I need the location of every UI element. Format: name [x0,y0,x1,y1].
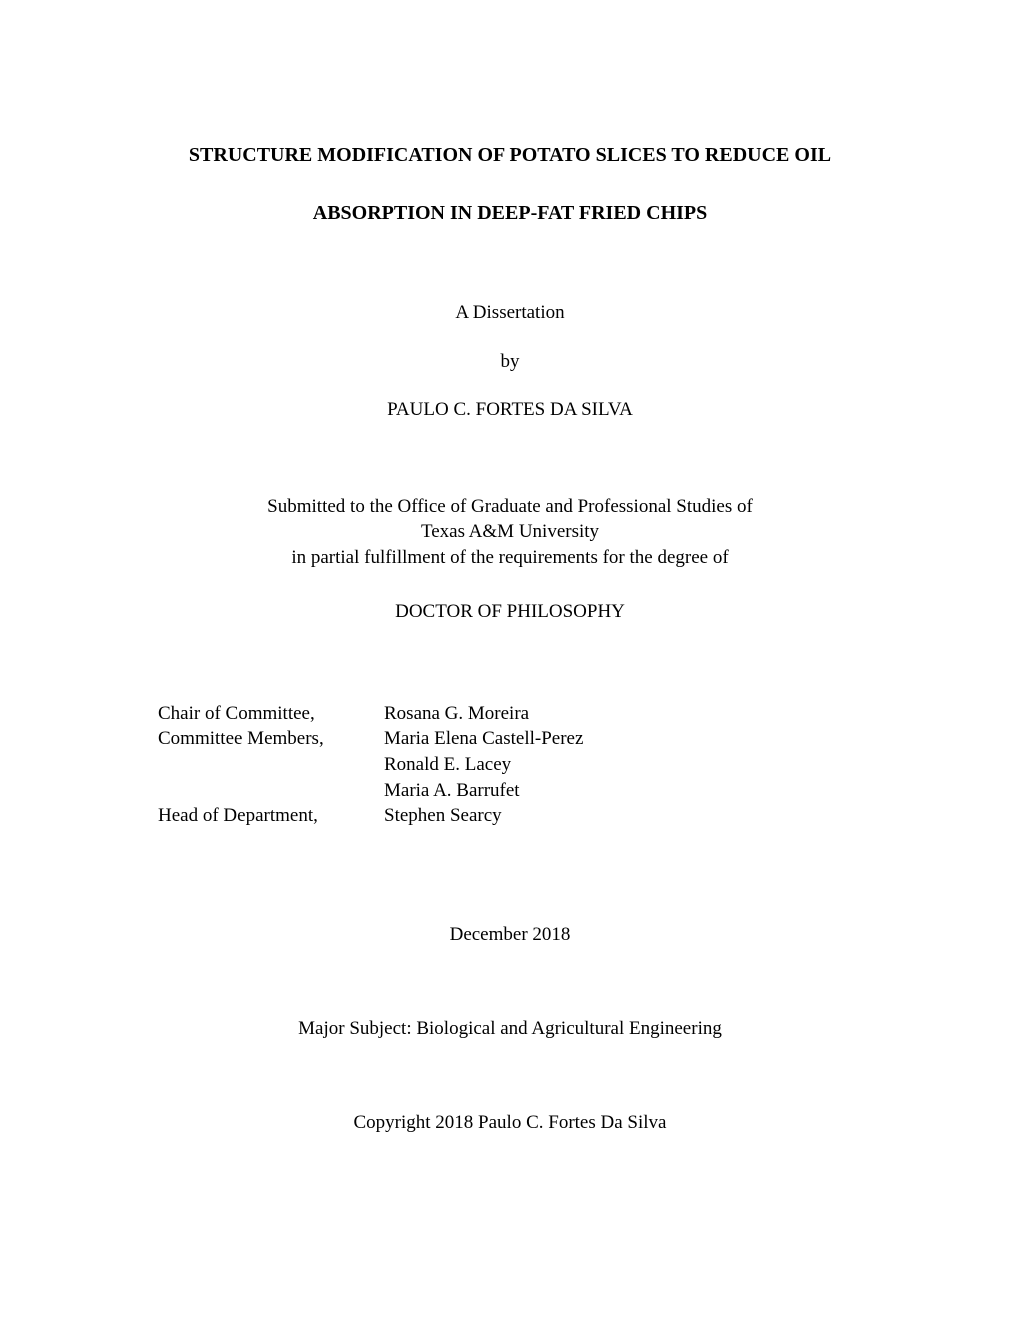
committee-row-head: Head of Department, Stephen Searcy [158,803,870,829]
member-3: Maria A. Barrufet [384,778,870,804]
committee-row-chair: Chair of Committee, Rosana G. Moreira [158,701,870,727]
submitted-line-1: Submitted to the Office of Graduate and … [150,494,870,520]
submission-statement: Submitted to the Office of Graduate and … [150,494,870,571]
document-type: A Dissertation [150,300,870,327]
member-1: Maria Elena Castell-Perez [384,726,870,752]
committee-listing: Chair of Committee, Rosana G. Moreira Co… [158,701,870,829]
title-line-2: ABSORPTION IN DEEP-FAT FRIED CHIPS [150,198,870,228]
committee-row-member-3: Maria A. Barrufet [158,778,870,804]
dissertation-title: STRUCTURE MODIFICATION OF POTATO SLICES … [150,140,870,228]
title-line-1: STRUCTURE MODIFICATION OF POTATO SLICES … [150,140,870,170]
members-label: Committee Members, [158,726,384,752]
degree-name: DOCTOR OF PHILOSOPHY [150,601,870,623]
chair-value: Rosana G. Moreira [384,701,870,727]
submitted-line-3: in partial fulfillment of the requiremen… [150,545,870,571]
major-subject: Major Subject: Biological and Agricultur… [150,1018,870,1040]
member-2: Ronald E. Lacey [384,752,870,778]
committee-row-members: Committee Members, Maria Elena Castell-P… [158,726,870,752]
committee-row-member-2: Ronald E. Lacey [158,752,870,778]
chair-label: Chair of Committee, [158,701,384,727]
head-value: Stephen Searcy [384,803,870,829]
by-label: by [150,349,870,376]
copyright-notice: Copyright 2018 Paulo C. Fortes Da Silva [150,1112,870,1134]
author-name: PAULO C. FORTES DA SILVA [150,397,870,424]
date: December 2018 [150,924,870,946]
submitted-line-2: Texas A&M University [150,519,870,545]
head-label: Head of Department, [158,803,384,829]
